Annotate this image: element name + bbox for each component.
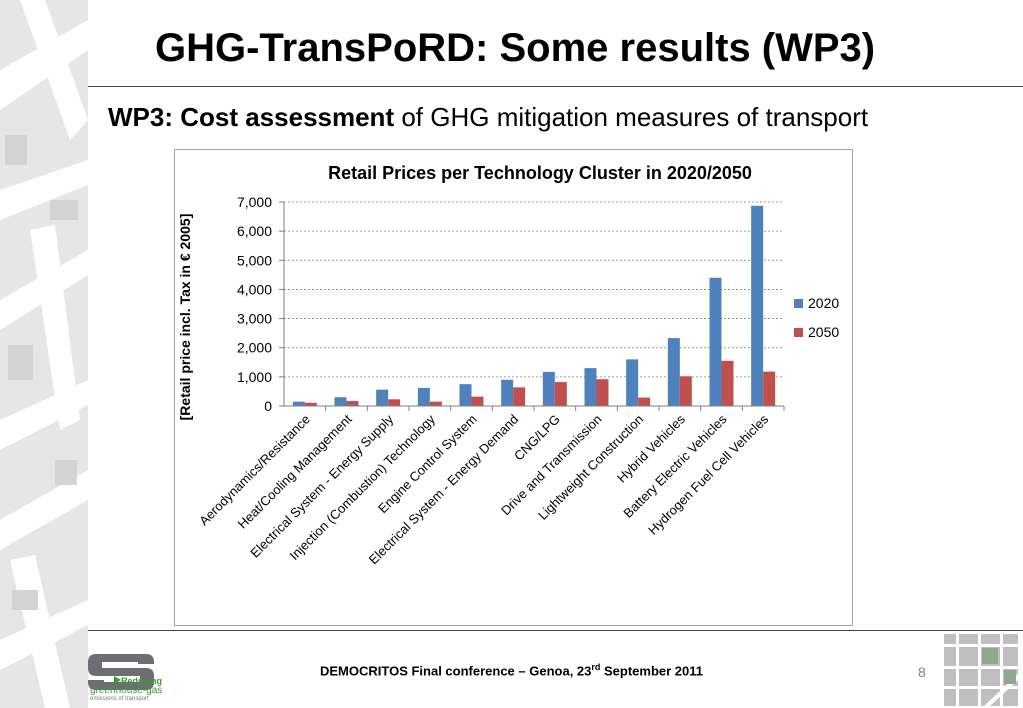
bar-2050 [388,399,401,406]
legend: 2020 2050 [794,295,839,340]
x-tick-label: Electrical System - Energy Demand [366,412,522,568]
logo-caption: Reducing greenhouse-gas emissions of tra… [90,676,162,704]
bar-2050 [513,387,526,406]
bar-2020 [376,389,389,406]
legend-swatch-2050 [794,328,803,337]
subtitle-rest: of GHG mitigation measures of transport [394,102,869,132]
y-tick-label: 7,000 [237,194,272,210]
bar-2050 [721,360,734,406]
y-tick-label: 0 [264,398,272,414]
y-tick-label: 2,000 [237,340,272,356]
bars [292,205,776,406]
bar-2050 [429,401,442,406]
chart-title: Retail Prices per Technology Cluster in … [328,163,752,183]
bar-2050 [596,379,609,406]
logo-line-3: emissions of transport [90,696,149,702]
bar-2020 [501,379,514,406]
bar-2050 [554,382,567,406]
legend-label-2050: 2050 [808,324,839,340]
title-divider [88,86,1023,87]
reducing-ghg-logo [88,654,154,690]
y-tick-label: 5,000 [237,252,272,268]
gridlines [284,201,784,378]
y-tick-label: 4,000 [237,281,272,297]
chart-frame: Retail Prices per Technology Cluster in … [174,149,853,626]
bar-2050 [346,401,359,406]
bar-2050 [679,376,692,406]
bar-2020 [751,205,764,406]
bar-2020 [709,277,722,406]
axes: 01,0002,0003,0004,0005,0006,0007,000Aero… [196,194,785,568]
legend-label-2020: 2020 [808,295,839,311]
logo-line-1: Reducing [121,676,163,686]
play-icon [114,676,121,684]
subtitle-bold: WP3: Cost assessment [108,102,395,132]
bar-2050 [471,396,484,406]
footer-main: DEMOCRITOS Final conference – Genoa, 23 [319,663,592,679]
y-tick-label: 1,000 [237,369,272,385]
bar-2020 [626,359,639,406]
bar-2020 [667,338,680,406]
bar-2020 [459,384,472,406]
bar-2020 [292,401,305,406]
footer-divider [88,630,1023,631]
bar-2020 [542,371,555,406]
page-number: 8 [918,664,926,680]
slide-subtitle: WP3: Cost assessment of GHG mitigation m… [108,102,868,133]
bar-2050 [638,397,651,406]
decorative-map-pattern [0,0,88,708]
y-tick-label: 6,000 [237,223,272,239]
legend-swatch-2020 [794,299,803,308]
slide-title: GHG-TransPoRD: Some results (WP3) [155,26,876,70]
y-axis-label: [Retail price incl. Tax in € 2005] [177,214,193,421]
bar-2050 [304,402,317,406]
footer-sup: rd [591,662,601,672]
decorative-corner-map [944,634,1018,706]
bar-chart: Retail Prices per Technology Cluster in … [177,163,839,568]
bar-2020 [584,368,597,406]
footer-end: September 2011 [600,663,703,679]
logo-line-2: greenhouse-gas [90,685,163,696]
bar-2050 [763,371,776,406]
bar-2020 [417,387,430,406]
bar-2020 [334,397,347,406]
footer-conference: DEMOCRITOS Final conference – Genoa, 23r… [0,662,1023,678]
y-tick-label: 3,000 [237,311,272,327]
